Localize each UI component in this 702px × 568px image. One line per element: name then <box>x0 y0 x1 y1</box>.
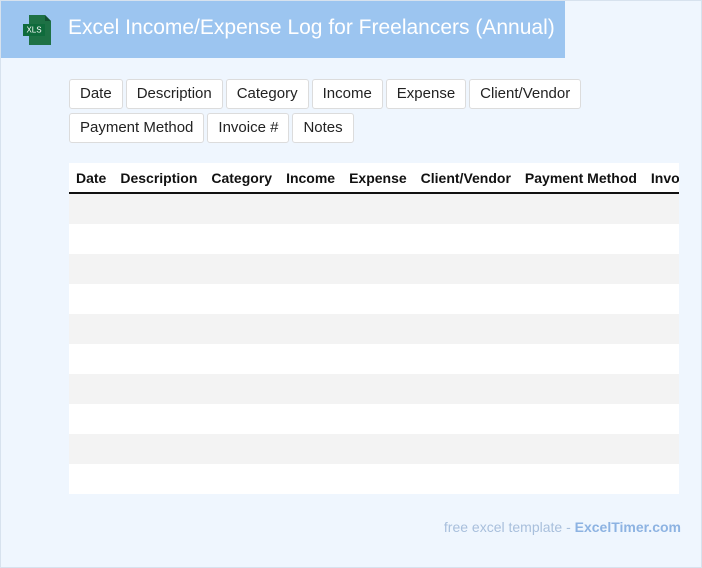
column-header: Income <box>286 170 336 186</box>
tag[interactable]: Notes <box>292 113 354 143</box>
column-header: Invoice # <box>650 170 679 186</box>
table-header: Date Description Category Income Expense Clie… <box>69 163 679 194</box>
footer: free excel template - ExcelTimer.com <box>444 519 681 535</box>
table-row <box>69 434 679 464</box>
column-header: Payment Method <box>524 170 637 186</box>
tag[interactable]: Payment Method <box>69 113 205 143</box>
tag[interactable]: Income <box>311 79 383 109</box>
table-row <box>69 254 679 284</box>
table-body <box>69 194 679 494</box>
table-row <box>69 194 679 224</box>
column-header: Date <box>76 170 107 186</box>
footer-text: free excel template - <box>443 519 575 535</box>
tag[interactable]: Date <box>69 79 123 109</box>
header: XLS Excel Income/Expense Log for Freelan… <box>1 1 565 58</box>
table-row <box>69 404 679 434</box>
tag[interactable]: Invoice # <box>207 113 290 143</box>
column-header: Category <box>211 170 273 186</box>
table-row <box>69 374 679 404</box>
tag[interactable]: Expense <box>385 79 467 109</box>
table-row <box>69 344 679 374</box>
tag-list: Date Description Category Income Expense Clie… <box>69 79 609 143</box>
footer-link[interactable]: ExcelTimer.com <box>574 519 681 535</box>
table-row <box>69 464 679 494</box>
column-header: Expense <box>349 170 407 186</box>
tag[interactable]: Category <box>225 79 309 109</box>
table-row <box>69 314 679 344</box>
column-header: Client/Vendor <box>420 170 511 186</box>
xls-icon: XLS <box>23 15 51 45</box>
title: Excel Income/Expense Log for Freelancers… <box>68 16 555 39</box>
table: Date Description Category Income Expense Clie… <box>69 163 679 494</box>
tag[interactable]: Description <box>125 79 223 109</box>
column-header: Description <box>120 170 198 186</box>
tag[interactable]: Client/Vendor <box>469 79 582 109</box>
table-row <box>69 224 679 254</box>
icon-label: XLS <box>26 26 41 35</box>
table-row <box>69 284 679 314</box>
